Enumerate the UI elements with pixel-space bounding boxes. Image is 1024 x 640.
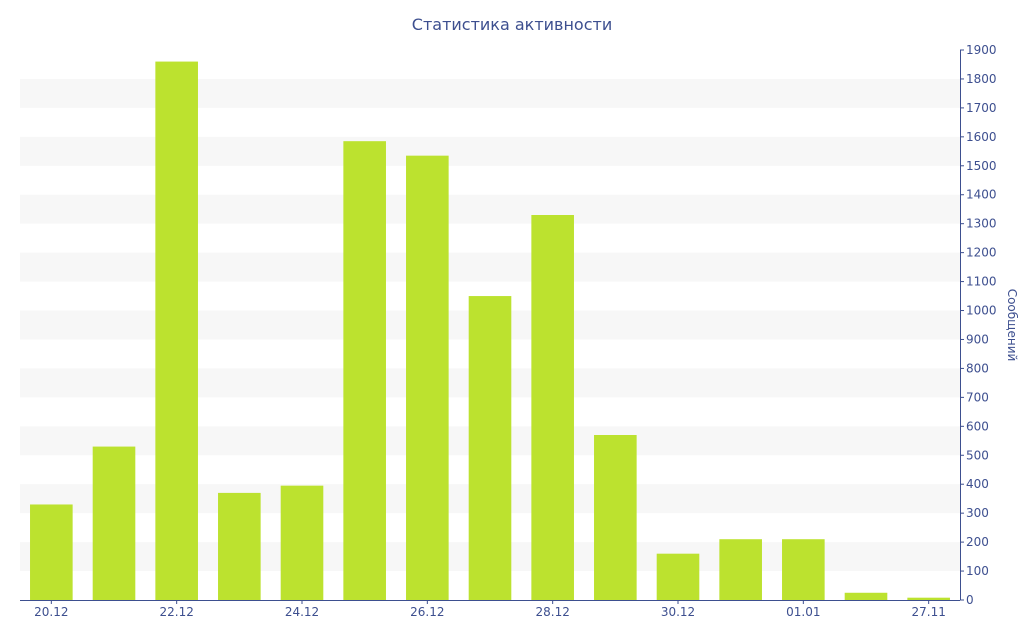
y-tick-label: 1900 xyxy=(966,43,997,57)
x-tick-label: 27.11 xyxy=(911,605,945,619)
y-tick-label: 400 xyxy=(966,477,989,491)
y-tick-label: 1000 xyxy=(966,304,997,318)
y-tick-label: 600 xyxy=(966,419,989,433)
bar-01.01 xyxy=(782,539,825,600)
y-tick-label: 300 xyxy=(966,506,989,520)
bar-20.12 xyxy=(30,504,73,600)
bar-27.11 xyxy=(907,597,950,600)
y-tick-label: 0 xyxy=(966,593,974,607)
y-tick-label: 1800 xyxy=(966,72,997,86)
x-tick-label: 24.12 xyxy=(285,605,319,619)
y-tick-label: 100 xyxy=(966,564,989,578)
y-tick-label: 1700 xyxy=(966,101,997,115)
bar-24.12 xyxy=(280,485,324,600)
bar-23.12 xyxy=(218,492,261,600)
y-tick-label: 1600 xyxy=(966,130,997,144)
y-tick-label: 900 xyxy=(966,332,989,346)
x-tick-label: 22.12 xyxy=(159,605,193,619)
x-tick-label: 30.12 xyxy=(661,605,695,619)
bar-29.12 xyxy=(594,435,637,600)
bar-28.12 xyxy=(531,215,574,600)
y-tick-label: 1300 xyxy=(966,217,997,231)
bar-31.12 xyxy=(719,539,762,600)
x-axis: 20.12 22.12 24.12 26.12 28.12 30.12 01.01 27.11 xyxy=(20,600,960,619)
y-tick-label: 1500 xyxy=(966,159,997,173)
y-axis: 0 100 200 300 400 500 600 700 800 900 1000 1100 1200… xyxy=(960,43,997,607)
bar-02.01 xyxy=(844,592,888,600)
x-tick-label: 20.12 xyxy=(34,605,68,619)
y-tick-label: 200 xyxy=(966,535,989,549)
bar-21.12 xyxy=(92,446,136,600)
x-tick-label: 26.12 xyxy=(410,605,444,619)
y-tick-label: 1400 xyxy=(966,188,997,202)
y-axis-label: Сообщений xyxy=(1005,289,1019,362)
y-tick-label: 800 xyxy=(966,361,989,375)
y-tick-label: 500 xyxy=(966,448,989,462)
bar-26.12 xyxy=(406,155,449,600)
bar-30.12 xyxy=(656,553,700,600)
x-tick-label: 28.12 xyxy=(535,605,569,619)
y-tick-label: 1200 xyxy=(966,246,997,260)
y-tick-label: 700 xyxy=(966,390,989,404)
chart-title: Статистика активности xyxy=(411,15,613,34)
bar-25.12 xyxy=(343,141,386,600)
bar-22.12 xyxy=(155,61,198,600)
x-tick-label: 01.01 xyxy=(786,605,820,619)
bars xyxy=(30,61,950,600)
bar-27.12 xyxy=(468,296,512,600)
y-tick-label: 1100 xyxy=(966,275,997,289)
